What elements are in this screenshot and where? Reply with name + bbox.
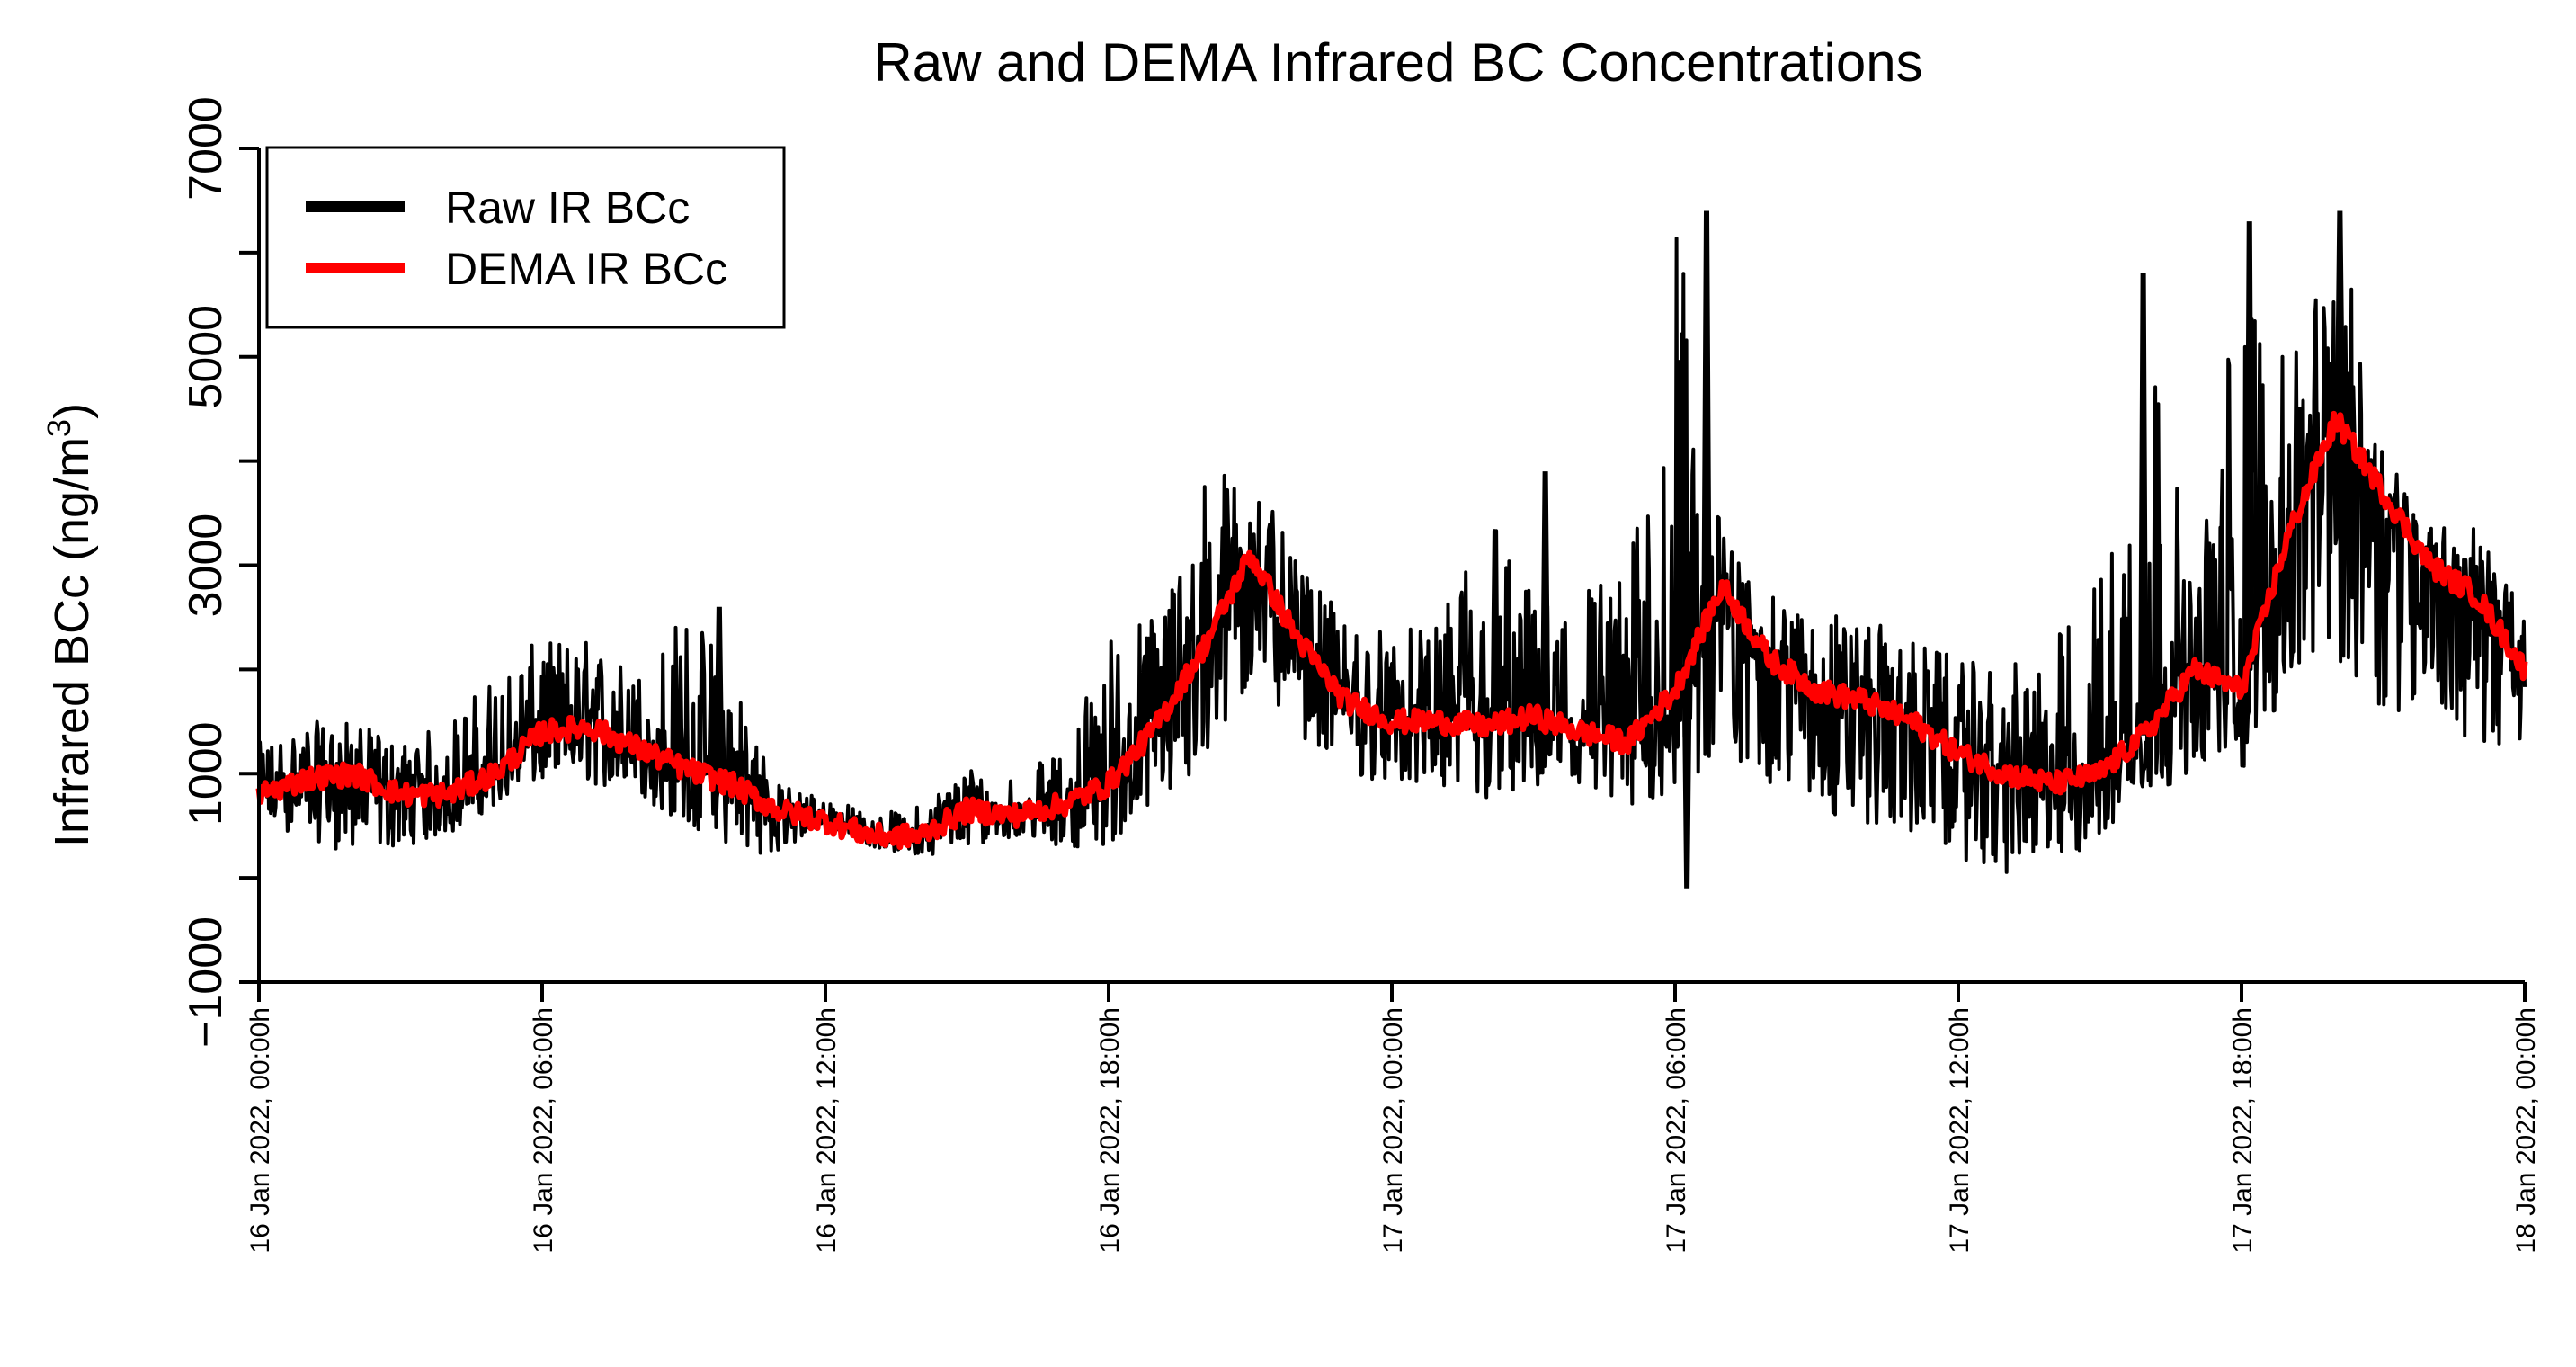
chart-title: Raw and DEMA Infrared BC Concentrations bbox=[873, 32, 1922, 93]
x-tick-label: 18 Jan 2022, 00:00h bbox=[2511, 1007, 2541, 1254]
x-axis-ticks: 16 Jan 2022, 00:00h 16 Jan 2022, 06:00h 16… bbox=[245, 982, 2541, 1254]
x-tick-label: 16 Jan 2022, 06:00h bbox=[529, 1007, 558, 1254]
y-tick-label: 1000 bbox=[180, 721, 232, 826]
raw-ir-bcc-spike bbox=[1701, 210, 1712, 621]
x-tick-label: 17 Jan 2022, 06:00h bbox=[1662, 1007, 1691, 1254]
x-tick-label: 17 Jan 2022, 12:00h bbox=[1945, 1007, 1974, 1254]
y-tick-label: 3000 bbox=[180, 514, 232, 618]
legend-box bbox=[265, 146, 786, 329]
y-tick-label: 5000 bbox=[180, 305, 232, 409]
raw-ir-bcc-spike bbox=[2244, 221, 2255, 665]
x-tick-label: 16 Jan 2022, 00:00h bbox=[245, 1007, 275, 1254]
raw-ir-bcc-spike bbox=[2138, 273, 2149, 736]
raw-ir-bcc-spike bbox=[1681, 664, 1692, 889]
raw-ir-bcc-line bbox=[257, 237, 2527, 874]
legend-label-dema: DEMA IR BCc bbox=[445, 244, 727, 294]
y-tick-label: 7000 bbox=[180, 96, 232, 201]
dema-ir-bcc-series bbox=[255, 410, 2528, 851]
legend-label-raw: Raw IR BCc bbox=[445, 183, 690, 233]
y-axis-ticks: −1000 1000 3000 5000 7000 bbox=[180, 96, 259, 1048]
raw-ir-bcc-spike bbox=[714, 606, 725, 781]
svg-text:Infrared BCc (ng/m3): Infrared BCc (ng/m3) bbox=[40, 403, 100, 847]
x-tick-label: 17 Jan 2022, 18:00h bbox=[2228, 1007, 2258, 1254]
raw-ir-bcc-spike bbox=[1540, 471, 1551, 720]
legend: Raw IR BCc DEMA IR BCc bbox=[265, 146, 786, 329]
x-tick-label: 17 Jan 2022, 00:00h bbox=[1378, 1007, 1408, 1254]
y-axis-label: Infrared BCc (ng/m3) bbox=[40, 403, 100, 847]
y-tick-label: −1000 bbox=[180, 916, 232, 1048]
y-axis-label-main: Infrared BCc (ng/m bbox=[45, 437, 99, 847]
y-axis-label-superscript: 3 bbox=[40, 419, 77, 437]
y-axis-label-close: ) bbox=[45, 403, 99, 419]
x-tick-label: 16 Jan 2022, 12:00h bbox=[812, 1007, 842, 1254]
raw-ir-bcc-spike bbox=[2334, 210, 2345, 426]
dema-ir-bcc-line bbox=[255, 410, 2528, 851]
x-tick-label: 16 Jan 2022, 18:00h bbox=[1095, 1007, 1125, 1254]
